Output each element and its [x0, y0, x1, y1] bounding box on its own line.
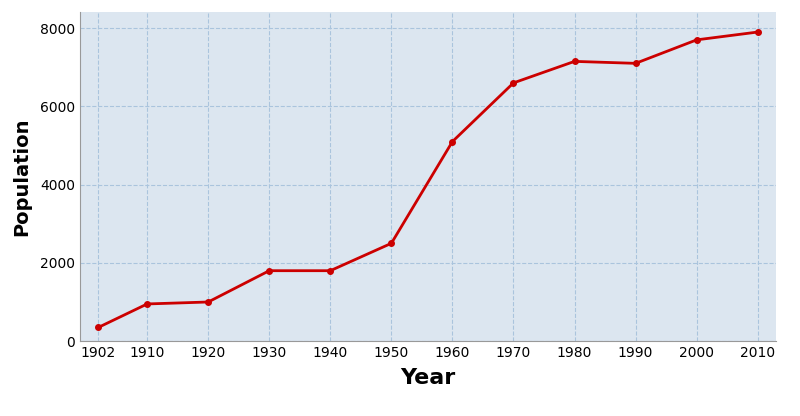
Y-axis label: Population: Population [13, 118, 32, 236]
X-axis label: Year: Year [400, 368, 456, 388]
